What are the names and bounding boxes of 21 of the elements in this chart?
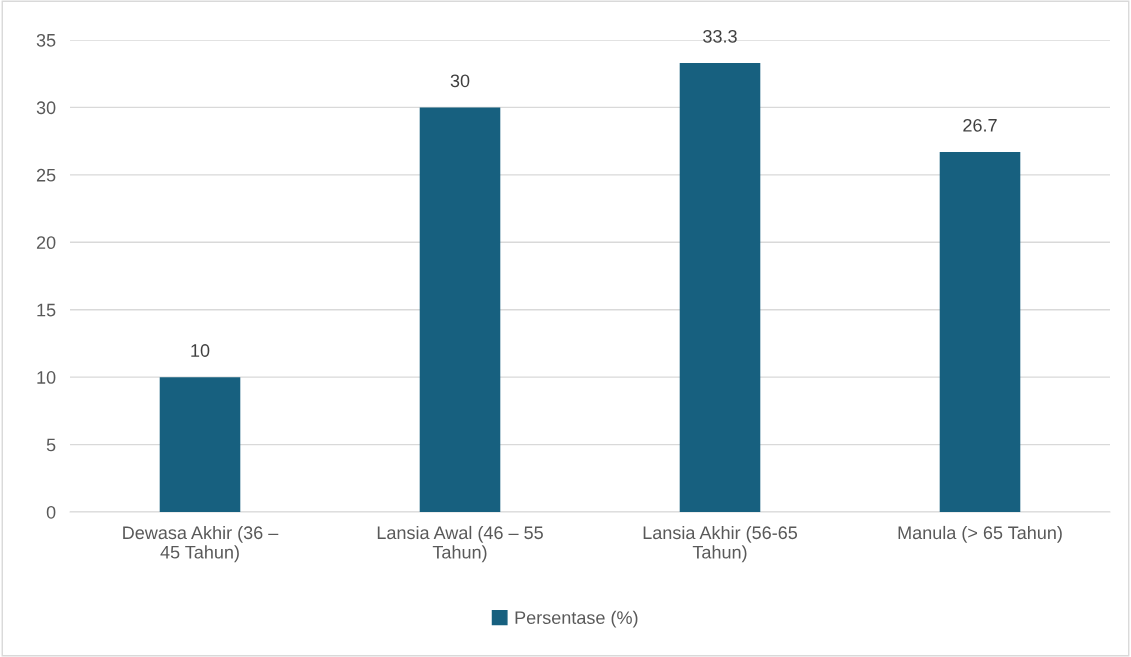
x-tick-label: Manula (> 65 Tahun) [898, 525, 1062, 543]
x-tick-label: Lansia Akhir (56-65 Tahun) [643, 525, 798, 563]
data-label: 33.3 [703, 29, 737, 43]
data-label: 30 [450, 74, 470, 88]
data-label: 10 [191, 344, 210, 357]
y-tick-label: 30 [36, 101, 56, 115]
legend-label: Persentase (%) [515, 610, 638, 628]
y-tick-label: 35 [36, 33, 56, 47]
bar [419, 107, 501, 512]
x-tick-label: Lansia Awal (46 – 55 Tahun) [377, 525, 543, 563]
data-label: 26.7 [963, 118, 997, 132]
y-tick-label: 10 [37, 371, 56, 384]
bar [159, 377, 241, 512]
y-tick-label: 5 [46, 438, 56, 452]
bar [939, 151, 1021, 512]
y-tick-label: 25 [36, 168, 56, 182]
bar [679, 62, 761, 512]
x-tick-label: Dewasa Akhir (36 – 45 Tahun) [123, 525, 279, 563]
y-tick-label: 0 [46, 505, 56, 519]
y-tick-label: 15 [37, 303, 56, 317]
y-tick-label: 20 [36, 236, 56, 250]
